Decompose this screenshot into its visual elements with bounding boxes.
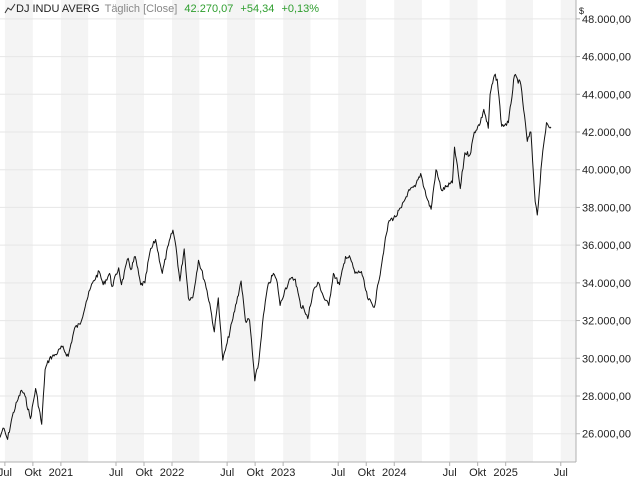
interval-label[interactable]: Täglich [Close] xyxy=(104,3,178,15)
x-tick-label: 2025 xyxy=(493,467,517,479)
y-tick-label: 36.000,00 xyxy=(582,240,631,252)
quarter-band xyxy=(421,0,450,462)
y-tick-label: 44.000,00 xyxy=(582,89,631,101)
quarter-band xyxy=(505,0,534,462)
y-tick-label: 30.000,00 xyxy=(582,353,631,365)
quarter-band xyxy=(477,0,506,462)
line-chart-icon xyxy=(4,3,16,14)
instrument-name[interactable]: DJ INDU AVERG xyxy=(16,3,100,15)
quarter-band xyxy=(533,0,561,462)
last-price: 42.270,07 xyxy=(184,3,234,15)
quarter-band xyxy=(199,0,228,462)
quarter-band xyxy=(255,0,284,462)
quarter-band xyxy=(560,0,576,462)
x-tick-label: Okt xyxy=(135,467,152,479)
quarter-band xyxy=(4,0,33,462)
quarter-band xyxy=(172,0,200,462)
x-tick-label: 2021 xyxy=(49,467,73,479)
axes xyxy=(0,0,577,463)
quarter-band xyxy=(394,0,422,462)
quarter-band xyxy=(310,0,339,462)
price-change: +54,34 xyxy=(240,3,275,15)
quarter-band xyxy=(88,0,116,462)
y-tick-label: 28.000,00 xyxy=(582,391,631,403)
y-tick-label: 26.000,00 xyxy=(582,429,631,441)
x-tick-label: 2022 xyxy=(160,467,184,479)
x-tick-label: 2023 xyxy=(271,467,295,479)
quarter-band xyxy=(32,0,61,462)
quarter-band xyxy=(0,0,5,462)
x-tick-label: 2024 xyxy=(382,467,406,479)
quarter-band xyxy=(60,0,89,462)
price-change-percent: +0,13% xyxy=(281,3,320,15)
quarter-band xyxy=(144,0,173,462)
x-tick-label: Jul xyxy=(220,467,234,479)
x-tick-label: Jul xyxy=(109,467,123,479)
x-tick-label: Okt xyxy=(247,467,264,479)
y-tick-label: 32.000,00 xyxy=(582,316,631,328)
y-tick-label: 42.000,00 xyxy=(582,127,631,139)
series-line-group xyxy=(0,73,552,440)
quarter-band xyxy=(227,0,256,462)
x-tick-label: Okt xyxy=(358,467,375,479)
x-axis-ticks: Jul Okt 2021 Jul Okt 2022 Jul Okt 2023 Jul Okt 2024… xyxy=(0,462,568,479)
x-tick-label: Jul xyxy=(443,467,457,479)
y-axis-ticks: 26.000,00 28.000,00 30.000,00 32.000,00 34.0… xyxy=(576,14,631,441)
currency-symbol: $ xyxy=(579,6,585,16)
quarter-bands xyxy=(0,0,576,462)
x-tick-label: Jul xyxy=(554,467,568,479)
y-tick-label: 46.000,00 xyxy=(582,52,631,64)
x-tick-label: Okt xyxy=(469,467,486,479)
y-tick-label: 48.000,00 xyxy=(582,14,631,26)
y-tick-label: 34.000,00 xyxy=(582,278,631,290)
quarter-band xyxy=(338,0,367,462)
quarter-band xyxy=(449,0,478,462)
x-tick-label: Jul xyxy=(0,467,12,479)
chart-header: DJ INDU AVERG Täglich [Close] 42.270,07 … xyxy=(4,3,319,15)
x-tick-label: Okt xyxy=(24,467,41,479)
y-tick-label: 38.000,00 xyxy=(582,202,631,214)
x-tick-label: Jul xyxy=(331,467,345,479)
series-line xyxy=(0,73,552,440)
quarter-band xyxy=(115,0,144,462)
quarter-band xyxy=(283,0,311,462)
quarter-band xyxy=(366,0,395,462)
y-tick-label: 40.000,00 xyxy=(582,165,631,177)
